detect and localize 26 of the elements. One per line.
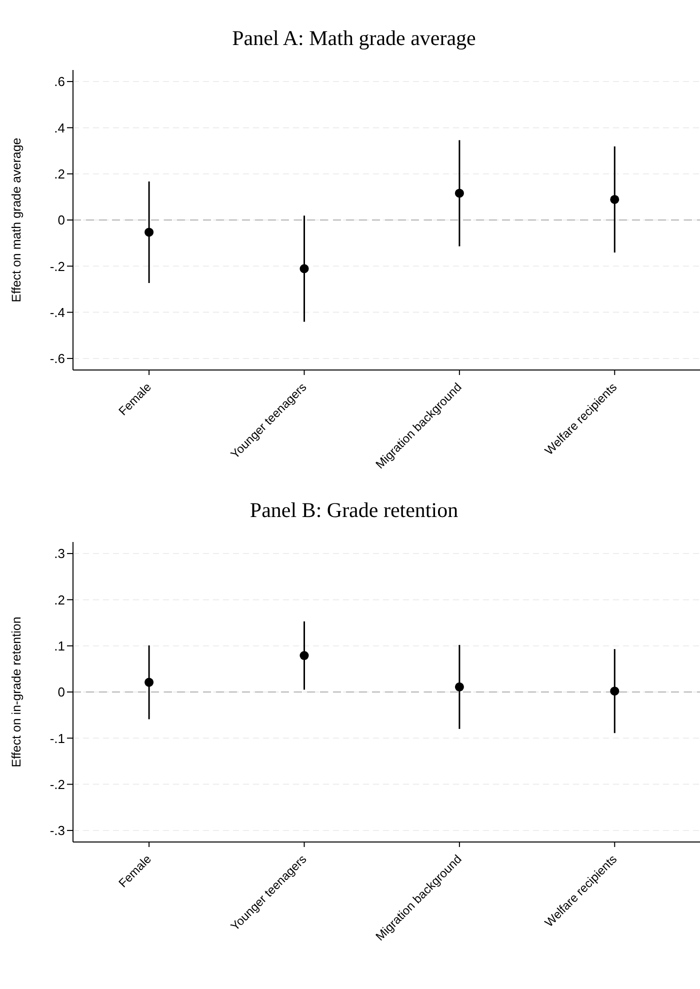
y-axis-title: Effect on math grade average <box>9 138 24 302</box>
y-tick-label: -.3 <box>50 823 65 838</box>
y-tick-label: -.2 <box>50 258 65 274</box>
point <box>144 228 154 237</box>
y-tick-label: 0 <box>58 684 65 700</box>
y-tick-label: .1 <box>54 638 65 654</box>
y-tick-label: .2 <box>54 592 65 608</box>
y-tick-label: -.6 <box>50 351 65 366</box>
point <box>300 264 309 274</box>
point <box>454 188 464 198</box>
chart-title: Panel B: Grade retention <box>248 497 460 524</box>
y-tick-label: 0 <box>58 212 65 228</box>
point <box>300 651 309 660</box>
y-tick-label: -.1 <box>50 730 65 746</box>
y-tick-label: .3 <box>54 546 65 562</box>
y-axis-title: Effect on in-grade retention <box>9 616 24 768</box>
chart-title: Panel A: Math grade average <box>231 25 477 52</box>
point <box>144 678 154 687</box>
y-tick-label: -.4 <box>50 304 65 320</box>
y-tick-label: .4 <box>54 120 65 136</box>
y-tick-label: .2 <box>54 166 65 182</box>
y-tick-label: .6 <box>54 74 65 90</box>
point <box>454 682 464 692</box>
point <box>610 686 620 696</box>
point <box>610 194 620 204</box>
y-tick-label: -.2 <box>50 776 65 792</box>
